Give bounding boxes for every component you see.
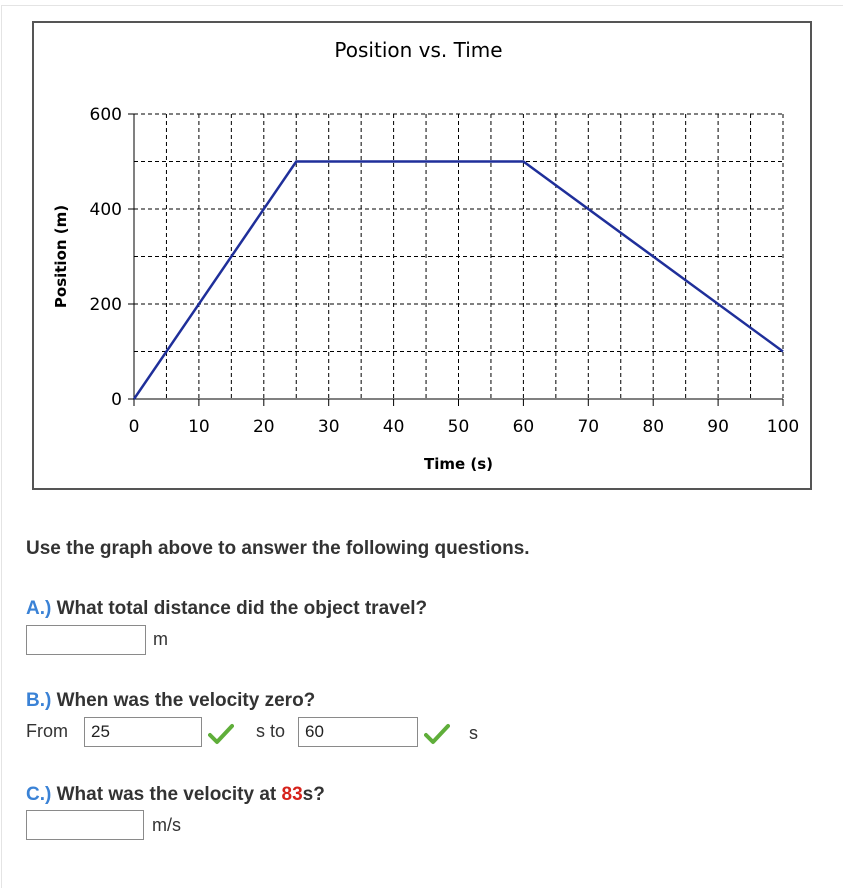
question-c-text: What was the velocity at bbox=[56, 784, 277, 805]
x-tick-label: 30 bbox=[318, 417, 340, 437]
instructions-text: Use the graph above to answer the follow… bbox=[26, 538, 530, 559]
distance-input[interactable] bbox=[26, 625, 146, 655]
y-tick-label: 0 bbox=[111, 390, 122, 410]
x-tick-label: 60 bbox=[513, 417, 535, 437]
question-c: C.) What was the velocity at 83s? bbox=[26, 784, 325, 806]
position-time-chart: Position vs. Time 0 10 20 30 40 50 60 70 80 90 100 0… bbox=[32, 21, 812, 490]
chart-svg: Position vs. Time 0 10 20 30 40 50 60 70 80 90 100 0… bbox=[52, 38, 799, 473]
distance-unit: m bbox=[153, 629, 168, 649]
question-a: A.) What total distance did the object t… bbox=[26, 598, 427, 620]
y-axis-label: Position (m) bbox=[52, 205, 70, 308]
question-c-highlight: 83 bbox=[281, 784, 303, 805]
x-tick-label: 20 bbox=[253, 417, 275, 437]
x-tick-label: 70 bbox=[577, 417, 599, 437]
from-label: From bbox=[26, 721, 68, 741]
to-time-input[interactable]: 60 bbox=[298, 717, 418, 747]
question-c-text-after: s? bbox=[302, 784, 325, 805]
question-b-letter: B.) bbox=[26, 690, 52, 711]
to-label: s to bbox=[256, 721, 286, 741]
x-tick-label: 80 bbox=[642, 417, 664, 437]
question-a-text: What total distance did the object trave… bbox=[56, 598, 428, 619]
position-series-line bbox=[132, 160, 784, 400]
correct-check-icon bbox=[424, 724, 450, 744]
velocity-input[interactable] bbox=[26, 810, 144, 840]
velocity-unit: m/s bbox=[152, 815, 181, 835]
question-b-text: When was the velocity zero? bbox=[56, 690, 316, 711]
question-b: B.) When was the velocity zero? bbox=[26, 690, 315, 712]
x-tick-label: 10 bbox=[188, 417, 210, 437]
question-panel bbox=[1, 5, 843, 888]
x-tick-label: 90 bbox=[707, 417, 729, 437]
time-unit: s bbox=[469, 723, 478, 743]
chart-title: Position vs. Time bbox=[334, 38, 502, 62]
x-axis-label: Time (s) bbox=[424, 455, 493, 473]
x-tick-label: 100 bbox=[767, 417, 799, 437]
y-tick-label: 400 bbox=[90, 200, 122, 220]
correct-check-icon bbox=[208, 724, 234, 744]
x-tick-label: 40 bbox=[383, 417, 405, 437]
y-tick-label: 200 bbox=[90, 295, 122, 315]
x-tick-label: 0 bbox=[129, 417, 140, 437]
from-time-input[interactable]: 25 bbox=[84, 717, 202, 747]
y-tick-label: 600 bbox=[90, 105, 122, 125]
x-tick-label: 50 bbox=[448, 417, 470, 437]
question-a-letter: A.) bbox=[26, 598, 52, 619]
question-c-letter: C.) bbox=[26, 784, 52, 805]
